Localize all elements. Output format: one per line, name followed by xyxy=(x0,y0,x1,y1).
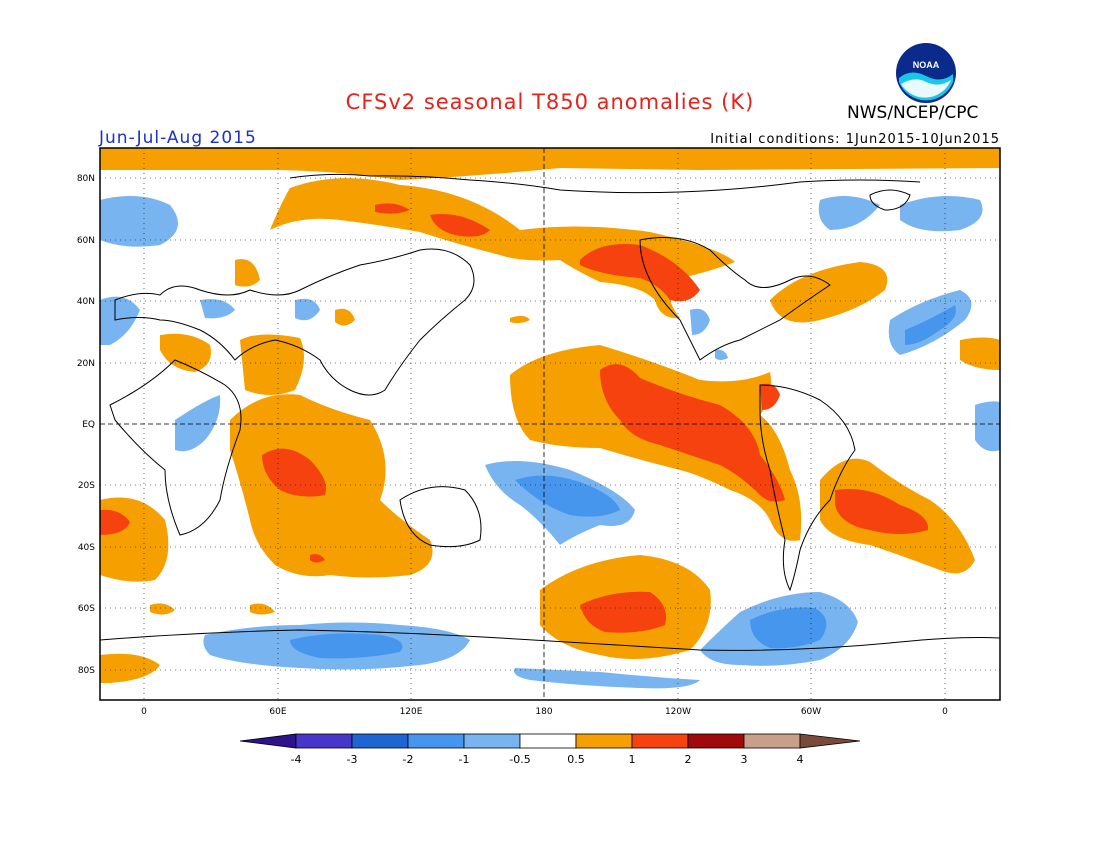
lon-label: 60E xyxy=(269,707,286,717)
colorbar-neg4-neg3 xyxy=(295,733,353,749)
equator-dateline xyxy=(100,148,1000,700)
forecast-period: Jun-Jul-Aug 2015 xyxy=(99,128,257,148)
lon-label: 120E xyxy=(400,707,423,717)
colorbar-label: -2 xyxy=(403,753,414,766)
longitude-labels: 0 60E 120E 180 120W 60W 0 xyxy=(141,707,948,717)
colorbar-neg2-neg1 xyxy=(407,733,465,749)
colorbar-neutral xyxy=(519,733,577,749)
noaa-logo-icon: NOAA xyxy=(896,43,956,103)
lat-label: 40N xyxy=(77,297,95,307)
logo-text: NOAA xyxy=(913,60,940,70)
colorbar-label: -3 xyxy=(347,753,358,766)
lat-label: 20S xyxy=(78,481,95,491)
colorbar-neg3-neg2 xyxy=(351,733,409,749)
colorbar-label: -0.5 xyxy=(509,753,530,766)
colorbar-label: 2 xyxy=(685,753,692,766)
lat-label: 20N xyxy=(77,359,95,369)
map-title: CFSv2 seasonal T850 anomalies (K) xyxy=(345,90,755,114)
colorbar-label: -1 xyxy=(459,753,470,766)
lon-label: 120W xyxy=(665,707,691,717)
initial-conditions: Initial conditions: 1Jun2015-10Jun2015 xyxy=(710,132,1000,147)
lat-label: 60S xyxy=(78,604,95,614)
colorbar xyxy=(239,733,861,749)
lat-label: 80S xyxy=(78,666,95,676)
colorbar-neg1-neg05 xyxy=(463,733,521,749)
lon-label: 0 xyxy=(942,707,948,717)
colorbar-label: -4 xyxy=(291,753,302,766)
colorbar-gt4 xyxy=(799,733,861,749)
colorbar-label: 4 xyxy=(797,753,804,766)
lat-label: 60N xyxy=(77,236,95,246)
lat-label: 40S xyxy=(78,543,95,553)
colorbar-label: 3 xyxy=(741,753,748,766)
colorbar-label: 0.5 xyxy=(567,753,585,766)
moderate-cool-anomaly-regions xyxy=(290,305,956,659)
colorbar-labels: -4 -3 -2 -1 -0.5 0.5 1 2 3 4 xyxy=(291,753,804,766)
colorbar-2-3 xyxy=(687,733,745,749)
agency-label: NWS/NCEP/CPC xyxy=(847,103,979,123)
colorbar-1-2 xyxy=(631,733,689,749)
colorbar-05-1 xyxy=(575,733,633,749)
latitude-labels: 80N 60N 40N 20N EQ 20S 40S 60S 80S xyxy=(77,174,95,676)
lon-label: 180 xyxy=(535,707,552,717)
strong-warm-anomaly-regions xyxy=(100,203,929,633)
lon-label: 60W xyxy=(801,707,821,717)
lon-label: 0 xyxy=(141,707,147,717)
lat-label: EQ xyxy=(82,420,95,430)
colorbar-3-4 xyxy=(743,733,801,749)
colorbar-label: 1 xyxy=(629,753,636,766)
coastlines xyxy=(100,173,1000,651)
map-frame xyxy=(99,147,1001,701)
colorbar-lt-neg4 xyxy=(239,733,297,749)
lat-label: 80N xyxy=(77,174,95,184)
